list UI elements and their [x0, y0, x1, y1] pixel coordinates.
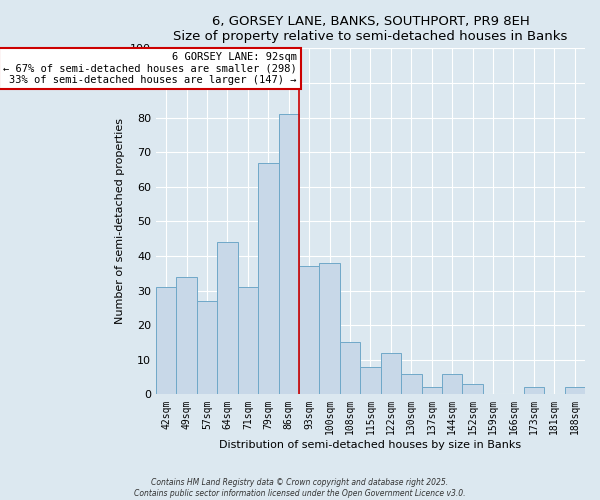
Bar	[319, 263, 340, 394]
Bar	[176, 276, 197, 394]
Bar	[156, 287, 176, 395]
Bar	[197, 301, 217, 394]
Bar	[278, 114, 299, 394]
Bar	[258, 162, 278, 394]
Bar	[565, 388, 585, 394]
Bar	[217, 242, 238, 394]
X-axis label: Distribution of semi-detached houses by size in Banks: Distribution of semi-detached houses by …	[220, 440, 521, 450]
Text: 6 GORSEY LANE: 92sqm
← 67% of semi-detached houses are smaller (298)
33% of semi: 6 GORSEY LANE: 92sqm ← 67% of semi-detac…	[3, 52, 297, 85]
Bar	[401, 374, 422, 394]
Bar	[299, 266, 319, 394]
Title: 6, GORSEY LANE, BANKS, SOUTHPORT, PR9 8EH
Size of property relative to semi-deta: 6, GORSEY LANE, BANKS, SOUTHPORT, PR9 8E…	[173, 15, 568, 43]
Bar	[442, 374, 463, 394]
Bar	[524, 388, 544, 394]
Bar	[463, 384, 483, 394]
Y-axis label: Number of semi-detached properties: Number of semi-detached properties	[115, 118, 125, 324]
Bar	[422, 388, 442, 394]
Bar	[340, 342, 360, 394]
Bar	[238, 287, 258, 395]
Text: Contains HM Land Registry data © Crown copyright and database right 2025.
Contai: Contains HM Land Registry data © Crown c…	[134, 478, 466, 498]
Bar	[380, 353, 401, 395]
Bar	[360, 366, 380, 394]
